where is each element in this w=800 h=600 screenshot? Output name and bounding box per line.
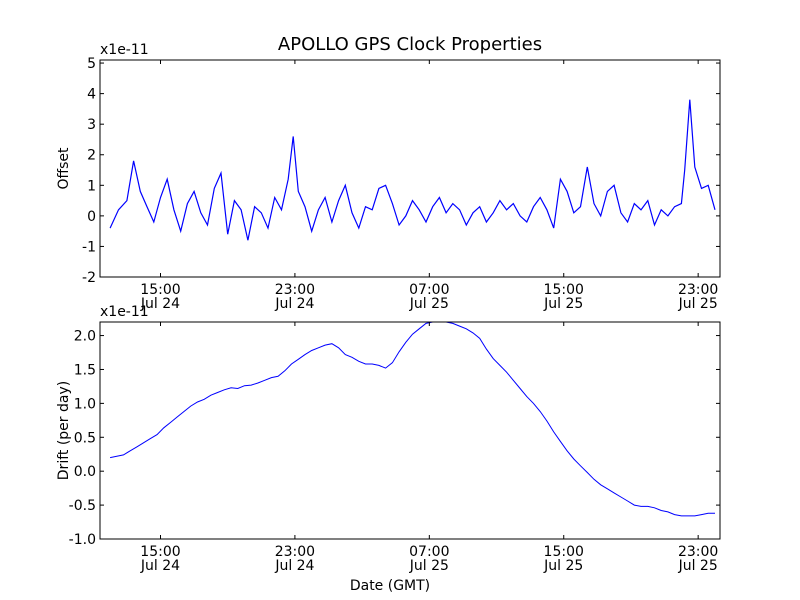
x-tick-label-time: 07:00 [409, 544, 449, 560]
chart-title: APOLLO GPS Clock Properties [278, 34, 542, 55]
y-tick-label: -2 [82, 270, 96, 286]
y-tick-label: 1.5 [74, 362, 96, 378]
x-tick-label-time: 23:00 [275, 282, 315, 298]
y-tick-label: 3 [87, 117, 96, 133]
y-tick-label: 1 [87, 178, 96, 194]
x-tick-label-date: Jul 25 [543, 296, 583, 312]
x-tick-label-date: Jul 25 [543, 558, 583, 574]
y-tick-label: 2 [87, 148, 96, 164]
y-multiplier-label: x1e-11 [100, 304, 149, 320]
y-tick-label: -1.0 [69, 532, 96, 548]
x-tick-label-time: 15:00 [544, 544, 584, 560]
x-tick-label-time: 07:00 [409, 282, 449, 298]
x-tick-label-date: Jul 24 [274, 558, 314, 574]
x-tick-label-time: 23:00 [275, 544, 315, 560]
y-tick-label: 4 [87, 87, 96, 103]
y-tick-label: 2.0 [74, 329, 96, 345]
y-axis-label: Drift (per day) [56, 381, 72, 480]
y-tick-label: 0 [87, 209, 96, 225]
x-tick-label-time: 15:00 [544, 282, 584, 298]
x-tick-label-date: Jul 25 [678, 296, 718, 312]
x-tick-label-date: Jul 24 [140, 558, 180, 574]
y-tick-label: 0.0 [74, 464, 96, 480]
y-tick-label: -0.5 [69, 498, 96, 514]
x-tick-label-date: Jul 25 [678, 558, 718, 574]
x-tick-label-date: Jul 25 [409, 296, 449, 312]
y-multiplier-label: x1e-11 [100, 42, 149, 58]
x-tick-label-time: 23:00 [678, 544, 718, 560]
x-tick-label-date: Jul 24 [140, 296, 180, 312]
y-axis-label: Offset [56, 147, 72, 190]
y-tick-label: -1 [82, 239, 96, 255]
x-tick-label-time: 15:00 [140, 282, 180, 298]
offset-series-line [109, 99, 716, 241]
x-tick-label-time: 23:00 [678, 282, 718, 298]
y-tick-label: 1.0 [74, 396, 96, 412]
x-tick-label-date: Jul 24 [274, 296, 314, 312]
x-tick-label-date: Jul 25 [409, 558, 449, 574]
x-tick-label-time: 15:00 [140, 544, 180, 560]
x-axis-label: Date (GMT) [350, 578, 430, 594]
y-tick-label: 5 [87, 56, 96, 72]
y-tick-label: 0.5 [74, 430, 96, 446]
drift-series-line [110, 322, 715, 517]
axes-frame [99, 321, 721, 540]
axes-frame [99, 59, 721, 278]
